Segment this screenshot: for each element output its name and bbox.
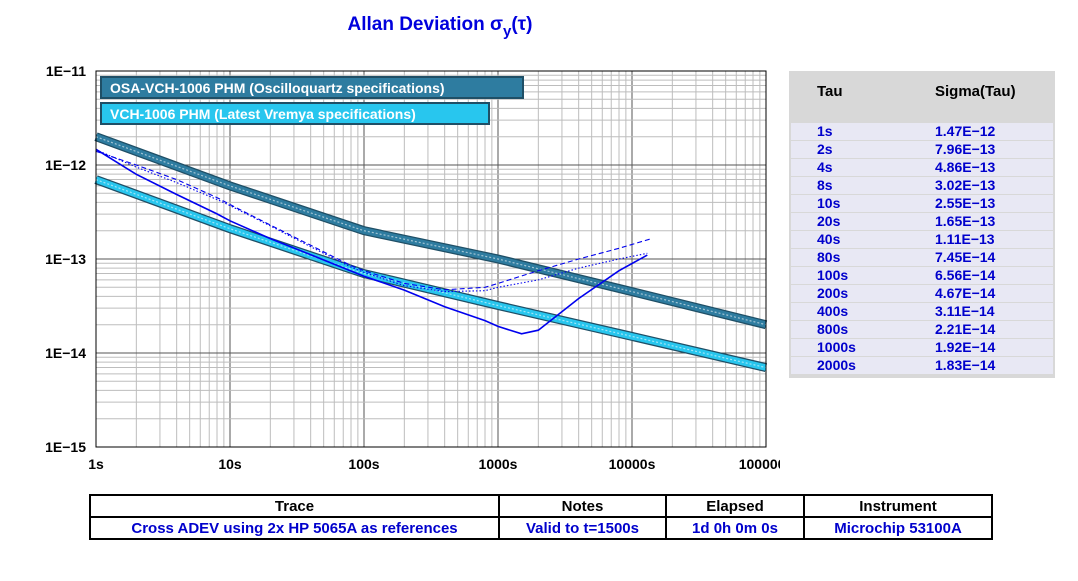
x-tick-label: 1000s	[479, 456, 518, 472]
title-tail: (τ)	[511, 14, 533, 35]
tau-cell: 100s	[817, 267, 849, 283]
chart-title: Allan Deviation σy(τ)	[300, 14, 580, 40]
tau-cell: 10s	[817, 195, 841, 211]
sigma-cell: 1.83E−14	[935, 357, 996, 373]
y-tick-label: 1E−13	[45, 251, 86, 267]
sigma-table-row: 20s 1.65E−13	[791, 213, 1053, 230]
y-axis-ticks: 1E−11 1E−12 1E−13 1E−14 1E−15	[45, 63, 86, 455]
sigma-cell: 6.56E−14	[935, 267, 996, 283]
sigma-table-row: 80s 7.45E−14	[791, 249, 1053, 266]
plot-frame	[95, 70, 767, 448]
sigma-cell: 1.65E−13	[935, 213, 996, 229]
sigma-table-row: 4s 4.86E−13	[791, 159, 1053, 176]
y-tick-label: 1E−15	[45, 439, 86, 455]
sigma-cell: 4.67E−14	[935, 285, 996, 301]
sigma-table-row: 2s 7.96E−13	[791, 141, 1053, 158]
tau-cell: 2s	[817, 141, 833, 157]
sigma-table-rows: 1s 1.47E−12 2s 7.96E−13 4s 4.86E−13 8s 3.02E−13…	[791, 123, 1053, 375]
tau-cell: 1s	[817, 123, 833, 139]
tau-cell: 8s	[817, 177, 833, 193]
info-data-row: Cross ADEV using 2x HP 5065A as referenc…	[89, 516, 993, 540]
sigma-table-row: 1s 1.47E−12	[791, 123, 1053, 140]
chart-grid	[95, 70, 767, 448]
elapsed-header: Elapsed	[665, 494, 805, 518]
sigma-cell: 1.92E−14	[935, 339, 996, 355]
x-tick-label: 10000s	[609, 456, 656, 472]
sigma-table-row: 400s 3.11E−14	[791, 303, 1053, 320]
trace-value: Cross ADEV using 2x HP 5065A as referenc…	[89, 516, 500, 540]
sigma-table-row: 40s 1.11E−13	[791, 231, 1053, 248]
instrument-value: Microchip 53100A	[803, 516, 993, 540]
sigma-cell: 7.45E−14	[935, 249, 996, 265]
sigma-table-row: 200s 4.67E−14	[791, 285, 1053, 302]
tau-cell: 4s	[817, 159, 833, 175]
x-tick-label: 100000s	[739, 456, 780, 472]
instrument-header: Instrument	[803, 494, 993, 518]
notes-value: Valid to t=1500s	[498, 516, 667, 540]
elapsed-value: 1d 0h 0m 0s	[665, 516, 805, 540]
legend-label-1: VCH-1006 PHM (Latest Vremya specificatio…	[110, 106, 416, 122]
measured-trace-dotted	[95, 149, 648, 293]
y-tick-label: 1E−14	[45, 345, 86, 361]
sigma-cell: 2.21E−14	[935, 321, 996, 337]
allan-deviation-chart: 1s10s100s1000s10000s100000s 1E−111E−121E…	[45, 63, 780, 472]
chart-legend: OSA-VCH-1006 PHM (Oscilloquartz specific…	[100, 76, 524, 125]
sigma-header: Sigma(Tau)	[935, 83, 1016, 100]
title-main: Allan Deviation σ	[347, 14, 504, 35]
sigma-cell: 1.11E−13	[935, 231, 995, 247]
legend-swatch-1	[100, 102, 490, 125]
x-axis-ticks: 1s 10s 100s 1000s 10000s 100000s	[88, 456, 780, 472]
y-tick-label: 1E−11	[46, 63, 86, 79]
tau-cell: 40s	[817, 231, 841, 247]
sigma-table-row: 10s 2.55E−13	[791, 195, 1053, 212]
sigma-cell: 3.11E−14	[935, 303, 995, 319]
sigma-table-header: Tau Sigma(Tau)	[789, 83, 1055, 111]
notes-header: Notes	[498, 494, 667, 518]
sigma-table-row: 100s 6.56E−14	[791, 267, 1053, 284]
measured-trace-dashed	[95, 150, 652, 291]
tau-cell: 20s	[817, 213, 841, 229]
sigma-table-row: 800s 2.21E−14	[791, 321, 1053, 338]
tau-cell: 800s	[817, 321, 849, 337]
sigma-table-row: 2000s 1.83E−14	[791, 357, 1053, 374]
sigma-table: Tau Sigma(Tau) 1s 1.47E−12 2s 7.96E−13 4s 4.8…	[789, 71, 1055, 378]
series-layer	[94, 132, 768, 372]
sigma-cell: 4.86E−13	[935, 159, 996, 175]
tau-cell: 1000s	[817, 339, 856, 355]
tau-cell: 2000s	[817, 357, 856, 373]
trace-header: Trace	[89, 494, 500, 518]
sigma-cell: 1.47E−12	[935, 123, 996, 139]
sigma-table-row: 8s 3.02E−13	[791, 177, 1053, 194]
spec-band-hatch-0	[95, 136, 767, 326]
tau-cell: 80s	[817, 249, 841, 265]
legend-swatch-0	[100, 76, 524, 99]
tau-cell: 200s	[817, 285, 849, 301]
measured-trace-solid	[95, 148, 648, 335]
sigma-table-row: 1000s 1.92E−14	[791, 339, 1053, 356]
tau-header: Tau	[817, 83, 843, 100]
sigma-cell: 7.96E−13	[935, 141, 996, 157]
x-tick-label: 1s	[88, 456, 104, 472]
trace-info-table: Trace Notes Elapsed Instrument Cross ADE…	[89, 494, 993, 540]
info-header-row: Trace Notes Elapsed Instrument	[89, 494, 993, 518]
sigma-cell: 2.55E−13	[935, 195, 996, 211]
tau-cell: 400s	[817, 303, 849, 319]
sigma-cell: 3.02E−13	[935, 177, 996, 193]
y-tick-label: 1E−12	[45, 157, 86, 173]
title-subscript: y	[503, 23, 512, 40]
x-tick-label: 10s	[218, 456, 242, 472]
legend-label-0: OSA-VCH-1006 PHM (Oscilloquartz specific…	[110, 80, 445, 96]
x-tick-label: 100s	[348, 456, 379, 472]
